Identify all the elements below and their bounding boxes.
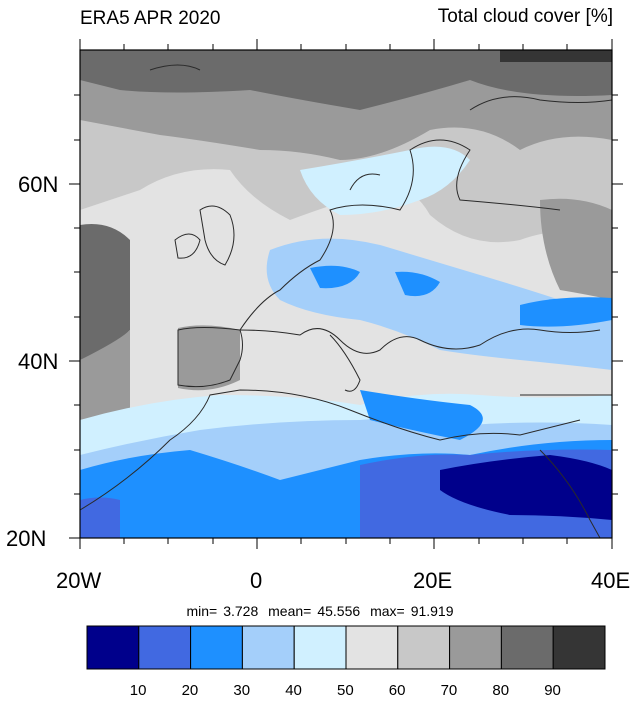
colorbar-level-label: 10 bbox=[129, 682, 147, 699]
colorbar-swatch bbox=[86, 625, 140, 670]
stat-min-value: 3.728 bbox=[223, 603, 259, 619]
map-title: ERA5 APR 2020 bbox=[80, 8, 221, 29]
lon-tick-label: 0 bbox=[250, 568, 263, 593]
stat-min-label: min= bbox=[186, 603, 218, 619]
cloud-fill-layer bbox=[80, 50, 612, 538]
colorbar-swatch bbox=[397, 625, 451, 670]
stat-max-label: max= bbox=[370, 603, 405, 619]
colorbar-swatch bbox=[449, 625, 502, 670]
colorbar-swatch bbox=[190, 625, 243, 670]
coastlines bbox=[80, 64, 612, 538]
cloud-cover-map bbox=[69, 39, 623, 549]
summary-stats: min= 3.728 mean= 45.556 max= 91.919 bbox=[0, 603, 640, 619]
colorbar-swatch bbox=[293, 625, 347, 670]
colorbar-level-label: 60 bbox=[388, 682, 406, 699]
axis-ticks bbox=[69, 39, 623, 549]
lon-tick-label: 40E bbox=[591, 568, 631, 593]
lon-tick-label: 20E bbox=[413, 568, 453, 593]
colorbar-swatch bbox=[241, 625, 295, 670]
lat-tick-label: 40N bbox=[18, 349, 59, 374]
colorbar-swatch bbox=[345, 625, 399, 670]
colorbar-level-label: 20 bbox=[181, 682, 199, 699]
colorbar-swatch bbox=[500, 625, 554, 670]
stat-max-value: 91.919 bbox=[410, 603, 454, 619]
colorbar-swatch bbox=[138, 625, 192, 670]
colorbar-swatch bbox=[552, 625, 606, 670]
colorbar-level-label: 50 bbox=[337, 682, 354, 699]
stat-mean-label: mean= bbox=[268, 603, 312, 619]
colorbar-level-label: 70 bbox=[440, 682, 458, 699]
lat-tick-label: 20N bbox=[6, 526, 47, 551]
colorbar-level-label: 90 bbox=[544, 682, 561, 699]
stat-mean-value: 45.556 bbox=[317, 603, 361, 619]
lat-tick-label: 60N bbox=[18, 172, 59, 197]
colorbar-level-label: 80 bbox=[492, 682, 510, 699]
colorbar-level-label: 40 bbox=[285, 682, 302, 699]
lon-tick-label: 20W bbox=[56, 568, 102, 593]
variable-title: Total cloud cover [%] bbox=[437, 6, 613, 27]
colorbar-level-label: 30 bbox=[233, 682, 251, 699]
